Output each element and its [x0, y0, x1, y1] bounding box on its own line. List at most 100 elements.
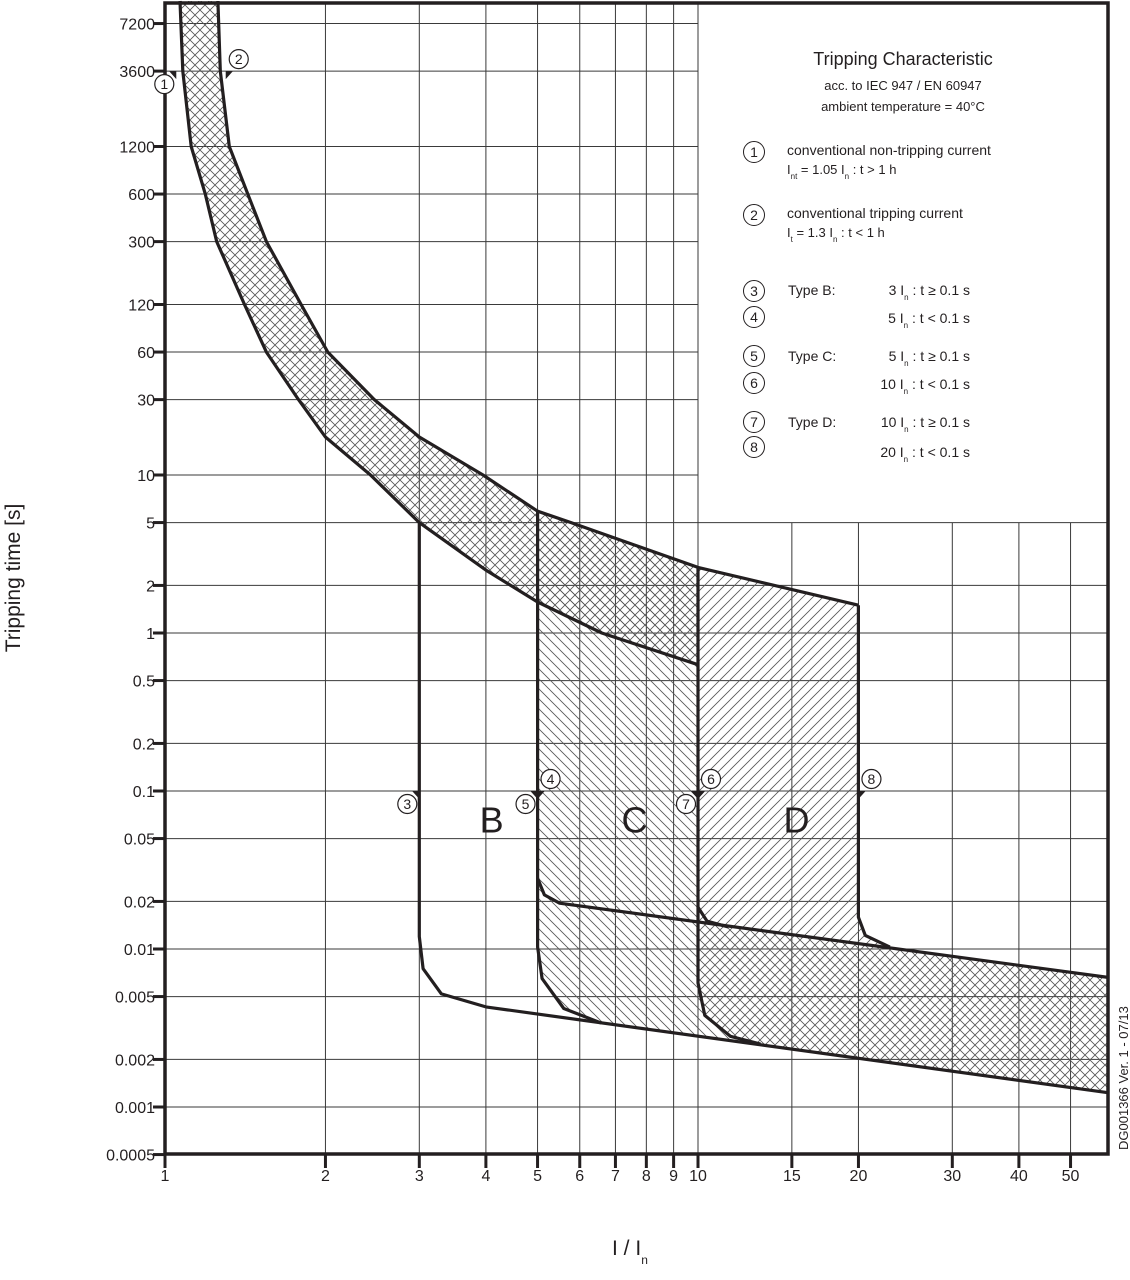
marker-pointer-icon	[412, 791, 420, 799]
marker-circle-icon	[515, 793, 536, 815]
x-tick-label: 20	[850, 1168, 868, 1185]
legend-number-2: 2	[743, 204, 765, 226]
y-tick-label: 0.05	[124, 832, 155, 849]
x-tick-label: 15	[783, 1168, 801, 1185]
x-tick-label: 30	[943, 1168, 961, 1185]
region-type-c	[537, 511, 1109, 1093]
legend-type-formula: 20 In : t < 0.1 s	[880, 444, 970, 464]
y-tick-label: 30	[137, 393, 155, 410]
legend-type-label: Type C:	[788, 348, 837, 364]
curve-thermal-lower	[178, 0, 699, 667]
marker-pointer-icon	[530, 791, 538, 799]
marker-label: 8	[868, 771, 876, 787]
x-tick-label: 5	[533, 1168, 542, 1185]
plot-frame	[163, 1, 1110, 1156]
x-axis-label: I / In	[612, 1237, 648, 1267]
marker-label: 2	[235, 51, 243, 67]
legend-subtitle-standard: acc. to IEC 947 / EN 60947	[824, 78, 982, 93]
curve-type-c-upper	[536, 877, 1110, 980]
markers: B C D 1 2 3 4 5 6 7 8	[154, 49, 882, 841]
y-axis-label: Tripping time [s]	[2, 504, 25, 653]
legend-title: Tripping Characteristic	[813, 49, 993, 69]
curve-type-b	[417, 522, 1110, 1095]
y-tick-label: 0.005	[115, 990, 155, 1007]
marker-circle-icon	[154, 74, 175, 95]
region-label-d: D	[783, 800, 809, 841]
marker-pointer-icon	[169, 71, 177, 80]
marker-circle-icon	[228, 49, 249, 70]
marker-label: 6	[707, 771, 715, 787]
x-tick-label: 8	[642, 1168, 651, 1185]
legend-item-formula: It = 1.3 In : t < 1 h	[787, 225, 885, 244]
axis-ticks: 1 2 3 4 5 6 7 8 9 10 15 20 30 40 507200360012006003001…	[106, 17, 1079, 1185]
x-tick-label: 10	[689, 1168, 707, 1185]
region-type-d	[698, 567, 1109, 1093]
legend-type-formula: 5 In : t ≥ 0.1 s	[888, 348, 970, 368]
legend-number-6: 6	[743, 372, 765, 394]
marker-circle-icon	[675, 793, 697, 815]
x-tick-label: 40	[1010, 1168, 1028, 1185]
document-id: DG001366 Ver. 1 - 07/13	[1116, 1006, 1130, 1150]
curve-type-c-lower	[535, 511, 602, 1025]
marker-circle-icon	[397, 793, 418, 815]
marker-pointer-icon	[858, 791, 866, 799]
y-tick-label: 1200	[119, 139, 155, 156]
legend-item-formula: Int = 1.05 In : t > 1 h	[787, 162, 897, 181]
y-tick-label: 300	[128, 235, 155, 252]
marker-circle-icon	[861, 768, 882, 790]
y-tick-label: 120	[128, 297, 155, 314]
x-tick-label: 3	[415, 1168, 424, 1185]
y-tick-label: 3600	[119, 64, 155, 81]
curve-type-d-lower	[696, 567, 761, 1046]
legend-type-formula: 5 In : t < 0.1 s	[888, 310, 970, 330]
y-tick-label: 7200	[119, 17, 155, 34]
legend-subtitle-temperature: ambient temperature = 40°C	[821, 99, 985, 114]
marker-pointer-icon	[537, 791, 545, 799]
marker-label: 4	[547, 771, 555, 787]
hatched-regions	[180, 1, 1109, 1093]
curve-type-d-upper	[696, 906, 729, 929]
marker-pointer-icon	[225, 71, 233, 80]
marker-pointer-icon	[698, 791, 706, 799]
y-tick-label: 0.5	[133, 674, 155, 691]
legend-type-label: Type B:	[788, 282, 836, 298]
legend-type-formula: 10 In : t ≥ 0.1 s	[880, 414, 970, 434]
y-tick-label: 0.002	[115, 1052, 155, 1069]
curve-thermal-upper	[216, 0, 859, 607]
legend-type-formula: 10 In : t < 0.1 s	[880, 376, 970, 396]
legend-item-text: conventional tripping current	[787, 205, 963, 221]
marker-label: 7	[682, 796, 690, 812]
curve-type-d-right	[856, 605, 891, 949]
marker-label: 1	[160, 76, 168, 92]
y-tick-label: 10	[137, 468, 155, 485]
x-tick-label: 1	[161, 1168, 170, 1185]
plot-border	[163, 1, 1110, 1156]
legend-number-8: 8	[743, 436, 765, 458]
y-tick-label: 2	[146, 578, 155, 595]
legend-item-text: conventional non-tripping current	[787, 142, 991, 158]
curves	[178, 0, 1110, 1095]
y-tick-label: 1	[146, 626, 155, 643]
marker-pointer-icon	[690, 791, 698, 799]
x-tick-label: 9	[669, 1168, 678, 1185]
marker-circle-icon	[540, 768, 561, 790]
y-tick-label: 0.2	[133, 736, 155, 753]
legend-number-7: 7	[743, 411, 765, 433]
y-tick-label: 600	[128, 187, 155, 204]
y-tick-label: 0.0005	[106, 1148, 155, 1165]
y-tick-label: 5	[146, 516, 155, 533]
region-label-c: C	[621, 800, 647, 841]
y-tick-label: 0.1	[133, 784, 155, 801]
legend-number-5: 5	[743, 345, 765, 367]
region-label-b: B	[480, 800, 504, 841]
marker-label: 5	[522, 796, 530, 812]
legend-type-label: Type D:	[788, 414, 837, 430]
x-tick-label: 2	[321, 1168, 330, 1185]
x-tick-label: 50	[1062, 1168, 1080, 1185]
legend-number-3: 3	[743, 280, 765, 302]
legend-number-1: 1	[743, 141, 765, 163]
y-tick-label: 0.01	[124, 942, 155, 959]
y-tick-label: 0.02	[124, 894, 155, 911]
y-tick-label: 60	[137, 345, 155, 362]
legend-type-formula: 3 In : t ≥ 0.1 s	[888, 282, 970, 302]
